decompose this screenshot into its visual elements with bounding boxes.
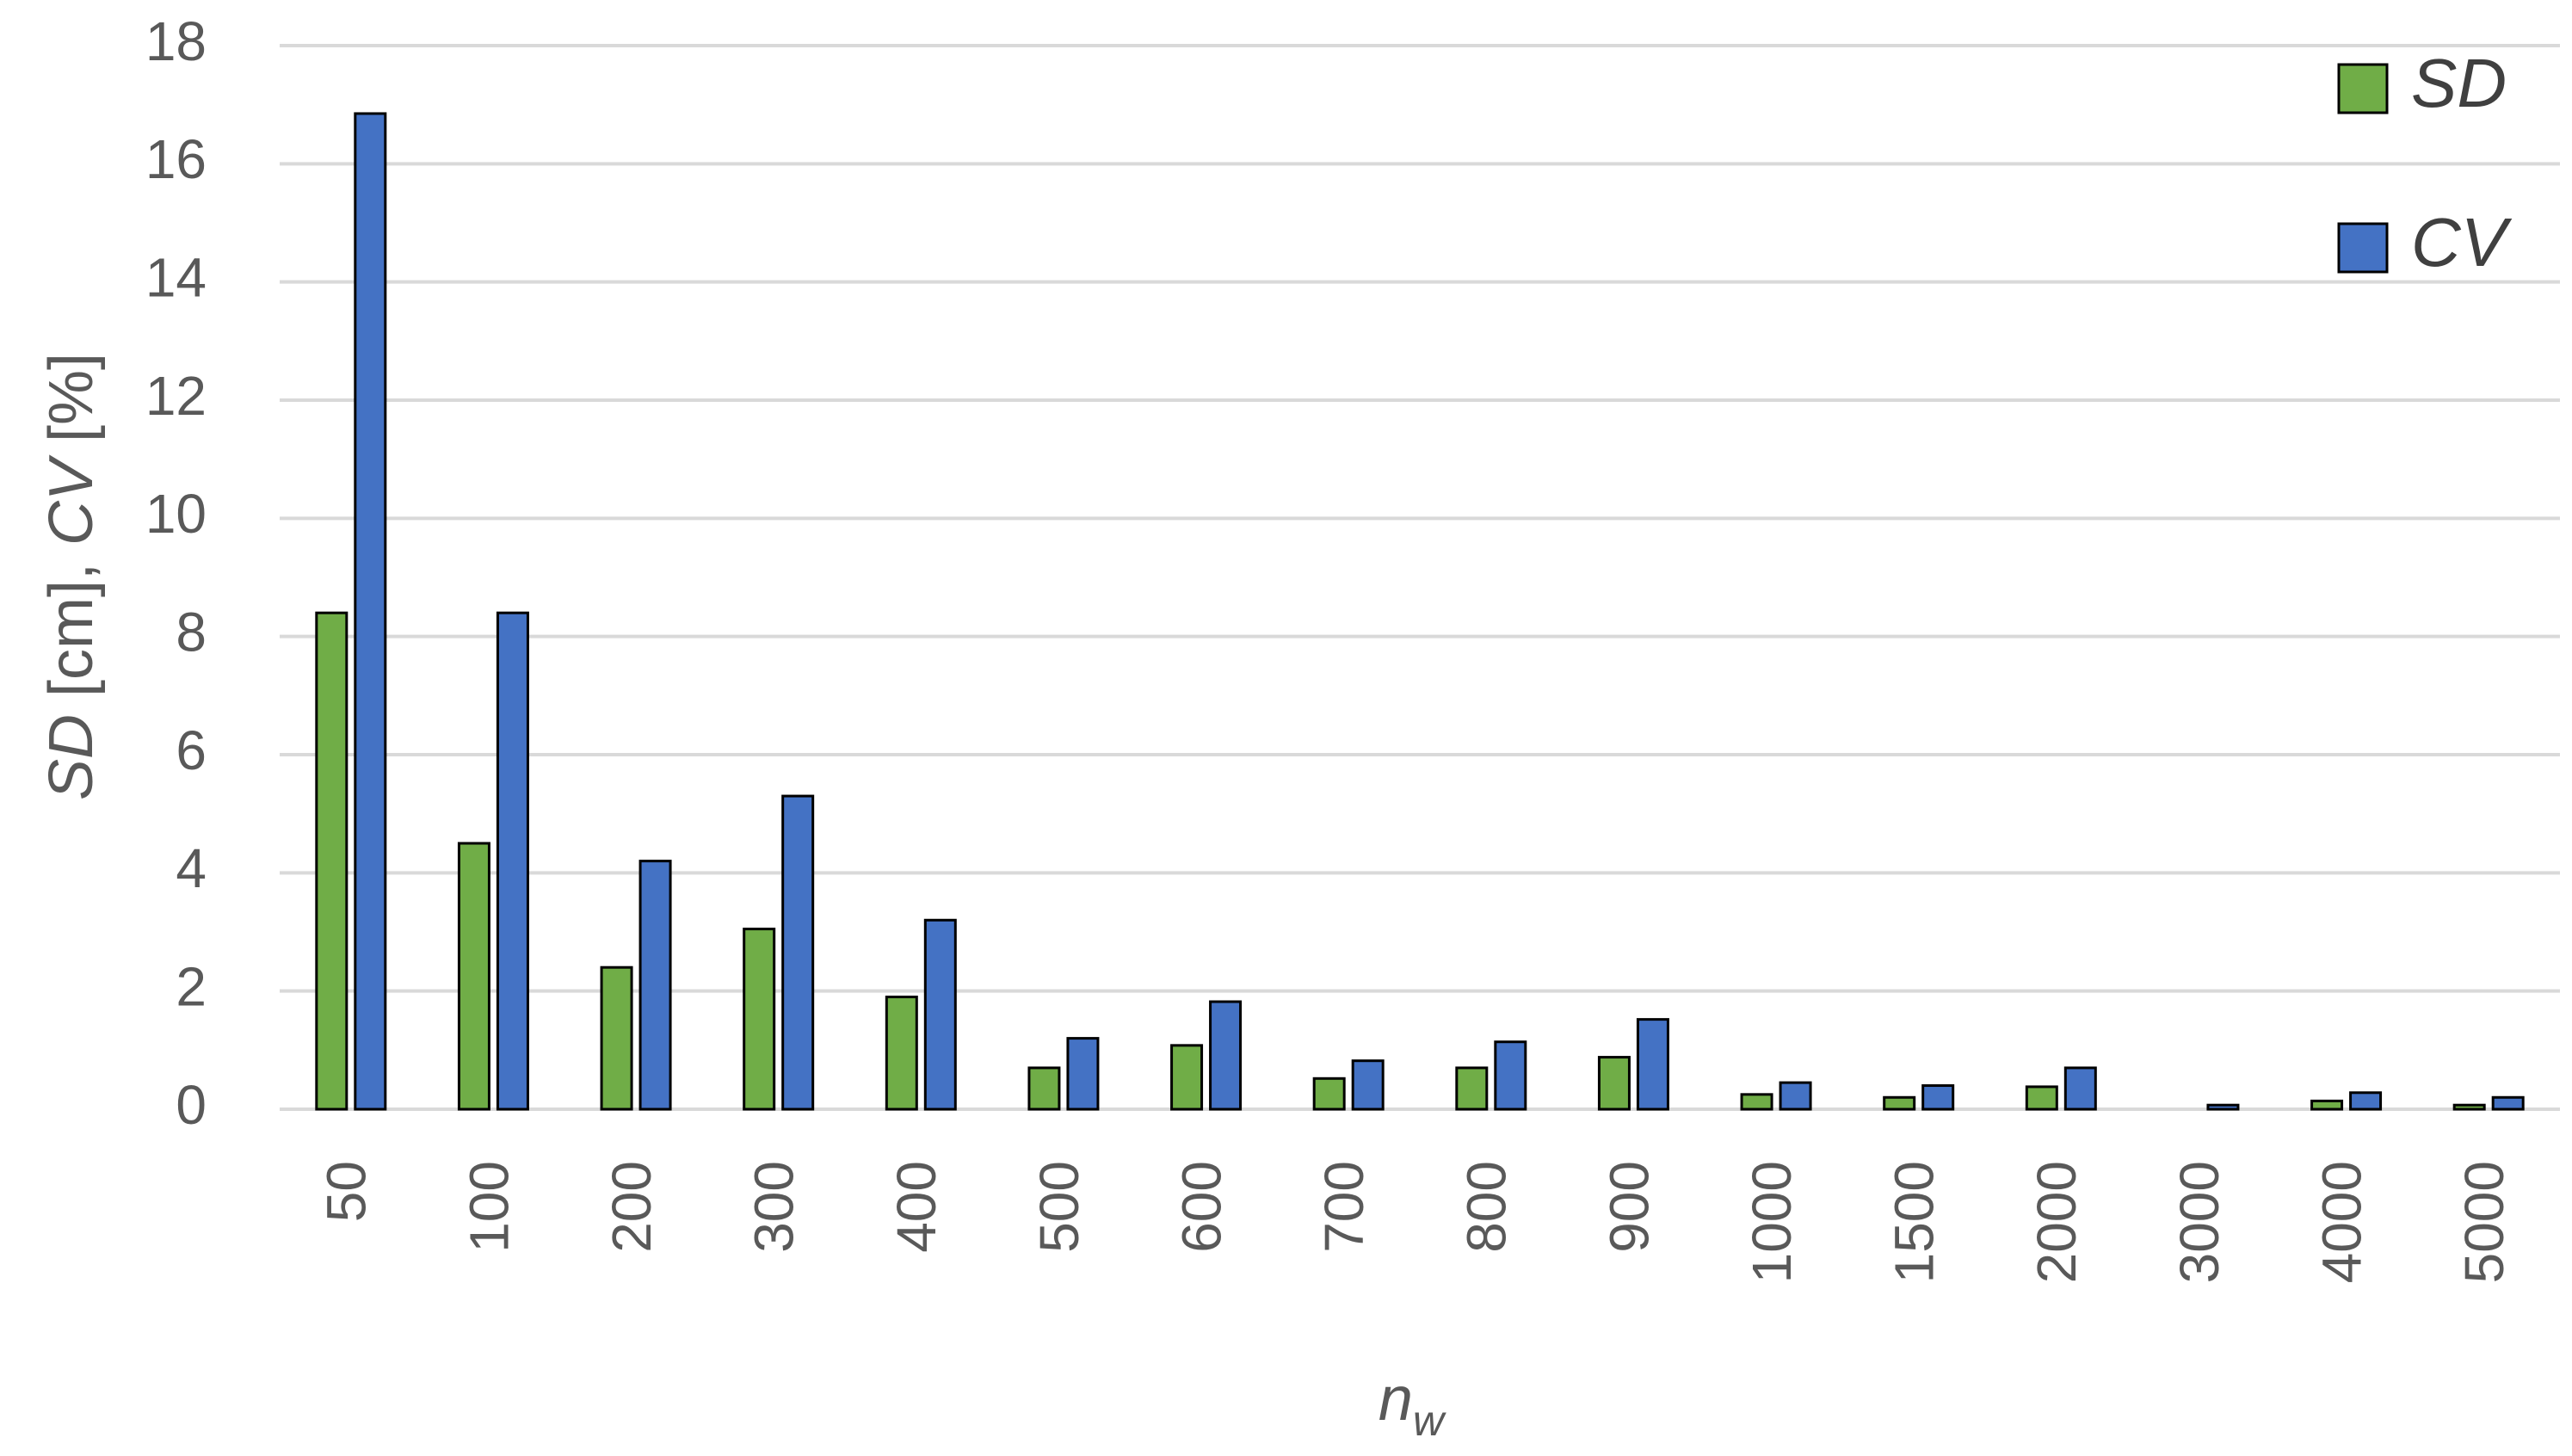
bar-cv-1500: [1921, 1084, 1955, 1111]
y-tick-label-0: 0: [176, 1074, 207, 1136]
y-tick-label-16: 16: [145, 128, 207, 190]
x-tick-label-1000: 1000: [1741, 1161, 1803, 1283]
x-tick-label-700: 700: [1313, 1161, 1375, 1253]
bar-cv-400: [923, 918, 957, 1111]
x-tick-label-5000: 5000: [2453, 1161, 2515, 1283]
bar-cv-50: [354, 112, 387, 1111]
bar-cv-700: [1351, 1059, 1385, 1111]
bar-sd-4000: [2310, 1099, 2344, 1111]
x-tick-label-200: 200: [601, 1161, 663, 1253]
bar-cv-4000: [2349, 1091, 2383, 1111]
legend-label-cv: CV: [2411, 204, 2513, 281]
y-tick-label-6: 6: [176, 719, 207, 781]
y-tick-label-10: 10: [145, 483, 207, 545]
x-tick-label-500: 500: [1028, 1161, 1090, 1253]
y-tick-label-12: 12: [145, 365, 207, 427]
bar-sd-800: [1455, 1066, 1489, 1111]
x-tick-label-600: 600: [1170, 1161, 1232, 1253]
bar-sd-600: [1170, 1044, 1204, 1111]
x-tick-label-2000: 2000: [2026, 1161, 2088, 1283]
x-tick-label-300: 300: [743, 1161, 805, 1253]
x-tick-label-1500: 1500: [1884, 1161, 1946, 1283]
x-tick-label-100: 100: [458, 1161, 520, 1253]
bar-cv-3000: [2206, 1103, 2240, 1111]
x-tick-label-900: 900: [1598, 1161, 1660, 1253]
x-tick-label-400: 400: [885, 1161, 947, 1253]
bar-sd-50: [315, 611, 348, 1111]
y-tick-label-8: 8: [176, 602, 207, 663]
y-axis-title-unit-1: [cm],: [37, 546, 106, 714]
x-axis-ticks: 50 100 200 300 400 500 600 700 800 900 1000 1500 200…: [316, 1161, 2515, 1283]
bar-cv-300: [781, 794, 815, 1111]
y-axis-title-cv: CV: [37, 454, 106, 546]
bar-sd-500: [1027, 1066, 1061, 1111]
x-axis-title-main: n: [1379, 1365, 1413, 1434]
x-axis-title: nw: [1379, 1365, 1446, 1445]
bar-sd-2000: [2025, 1085, 2058, 1111]
bar-sd-700: [1312, 1077, 1346, 1111]
y-axis-title-sd: SD: [37, 714, 106, 800]
bars: [315, 112, 2525, 1111]
legend-swatch-sd: [2337, 63, 2389, 114]
y-axis-title-unit-2: [%]: [37, 353, 106, 460]
y-tick-label-4: 4: [176, 837, 207, 899]
bar-sd-900: [1597, 1056, 1631, 1111]
x-tick-label-4000: 4000: [2310, 1161, 2372, 1283]
bar-cv-900: [1636, 1018, 1669, 1111]
y-axis-ticks: 0 2 4 6 8 10 12 14 16 18: [145, 10, 207, 1136]
bar-cv-200: [638, 860, 672, 1111]
bar-sd-300: [743, 928, 776, 1111]
bar-cv-2000: [2063, 1066, 2097, 1111]
y-tick-label-18: 18: [145, 10, 207, 72]
y-axis-title: SD [cm], CV [%]: [37, 353, 106, 800]
bar-cv-100: [496, 611, 529, 1111]
bar-sd-100: [457, 842, 490, 1111]
bar-sd-400: [885, 996, 918, 1111]
bar-cv-500: [1066, 1037, 1100, 1111]
x-tick-label-3000: 3000: [2168, 1161, 2230, 1283]
x-axis-title-subscript: w: [1413, 1397, 1446, 1445]
bar-cv-1000: [1779, 1081, 1812, 1111]
x-tick-label-800: 800: [1456, 1161, 1518, 1253]
legend-swatch-cv: [2337, 222, 2389, 274]
legend-label-sd: SD: [2411, 45, 2507, 121]
y-tick-label-2: 2: [176, 956, 207, 1018]
legend: SD CV: [2337, 45, 2513, 281]
bar-cv-5000: [2491, 1095, 2525, 1111]
x-tick-label-50: 50: [316, 1161, 378, 1222]
bar-sd-1500: [1883, 1095, 1916, 1111]
bar-cv-800: [1494, 1040, 1527, 1111]
y-tick-label-14: 14: [145, 247, 207, 309]
bar-sd-200: [600, 966, 633, 1111]
bar-sd-5000: [2452, 1103, 2486, 1111]
bar-sd-1000: [1740, 1093, 1773, 1111]
gridlines: [280, 44, 2560, 1111]
bar-cv-600: [1209, 1000, 1243, 1111]
